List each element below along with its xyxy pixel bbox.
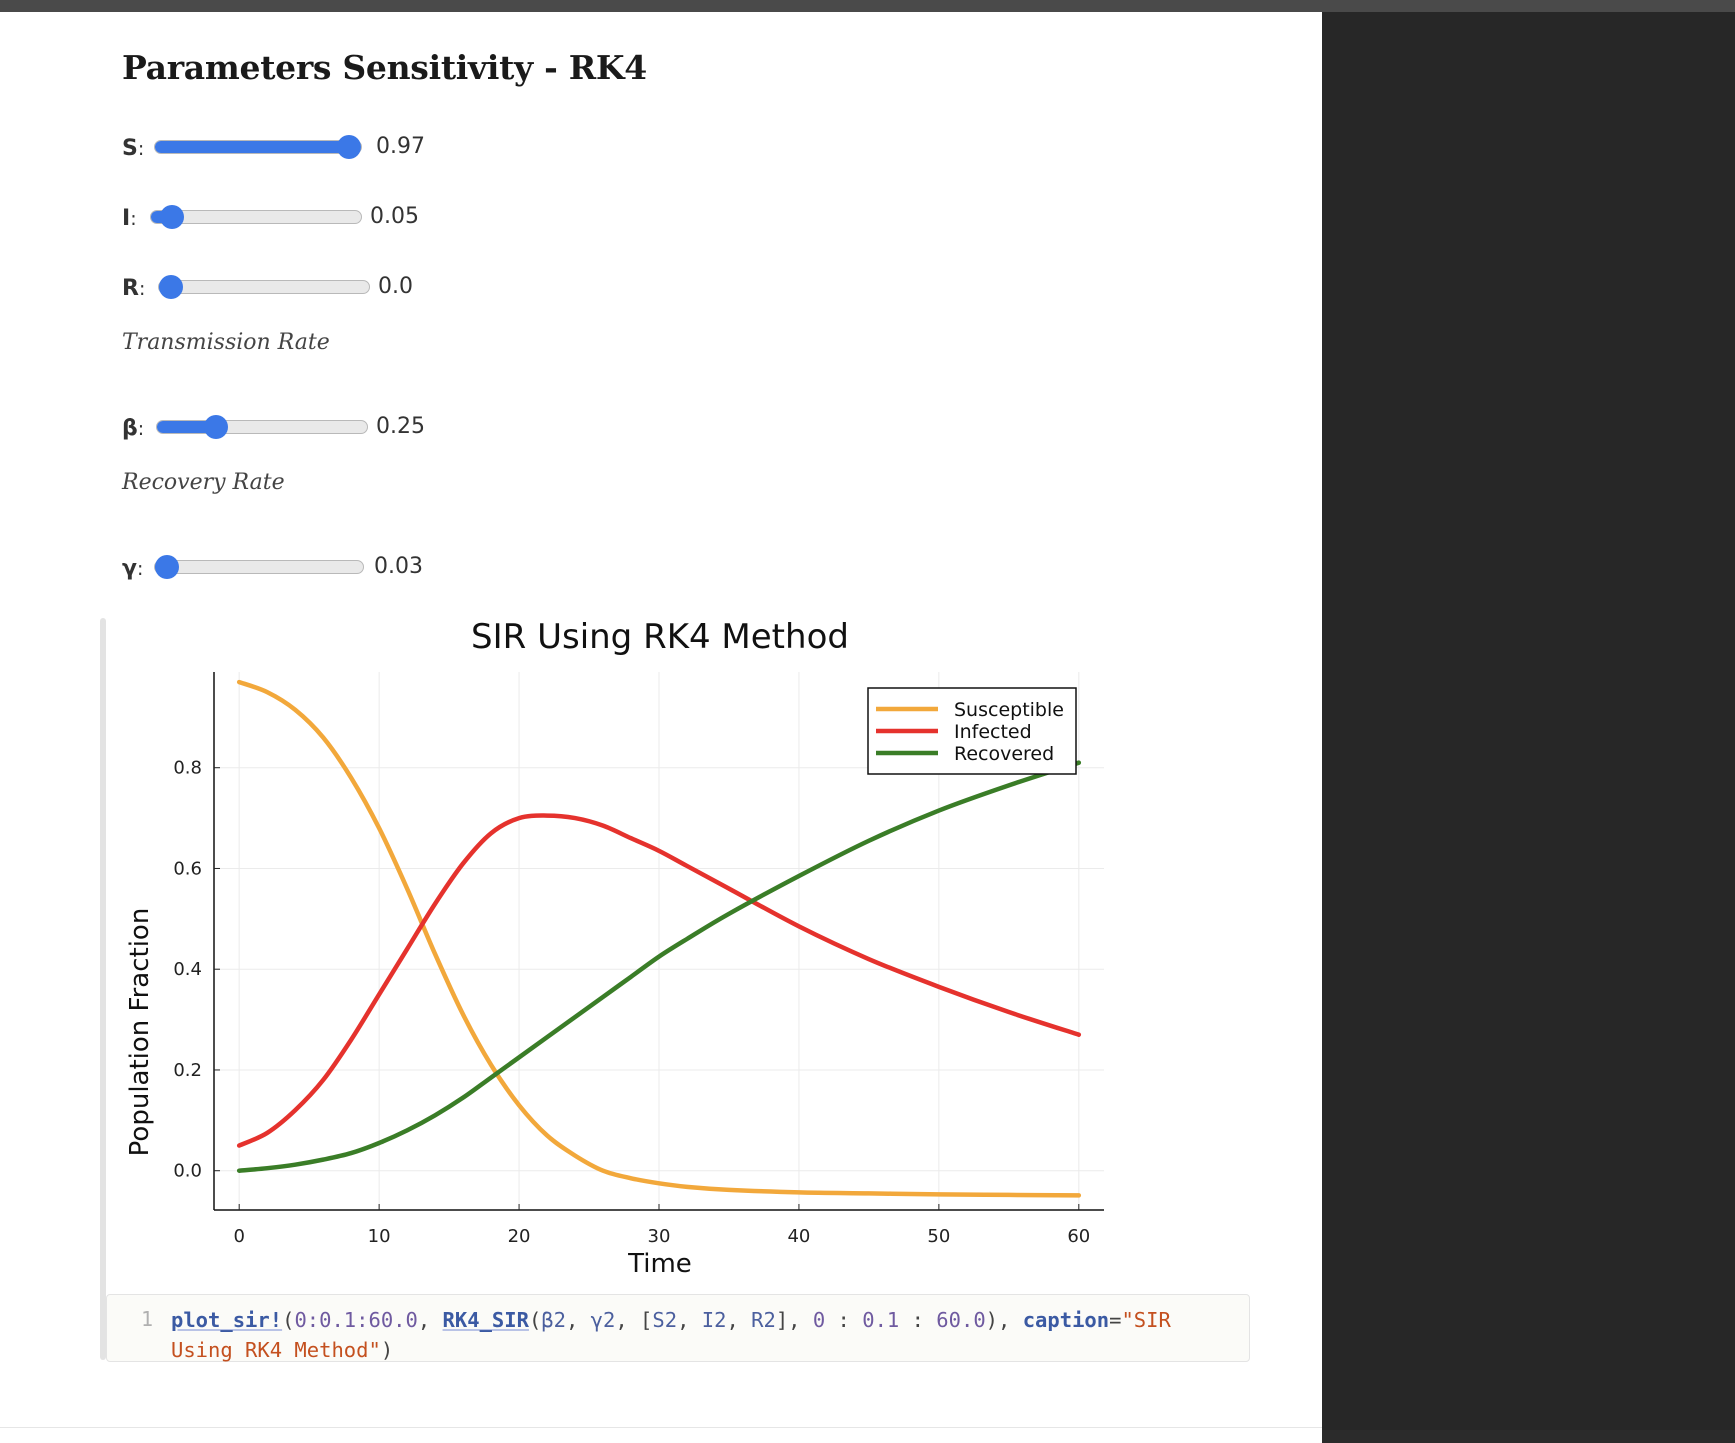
slider-label-r: R: bbox=[122, 276, 146, 301]
chart-title: SIR Using RK4 Method bbox=[471, 617, 849, 657]
susceptible-line bbox=[236, 679, 1082, 1198]
x-axis-label: Time bbox=[627, 1249, 692, 1279]
s-slider-fill bbox=[155, 141, 349, 153]
code-caption-2: Using RK4 Method" bbox=[171, 1338, 381, 1362]
gamma-value: 0.03 bbox=[374, 554, 423, 579]
x-tick-label: 10 bbox=[368, 1226, 391, 1247]
code-arg-beta: β2 bbox=[541, 1308, 566, 1332]
legend-label: Recovered bbox=[954, 743, 1054, 765]
x-tick-label: 30 bbox=[648, 1226, 671, 1247]
slider-label-s: S: bbox=[122, 136, 145, 161]
x-tick-label: 60 bbox=[1067, 1226, 1090, 1247]
i-slider-thumb[interactable] bbox=[160, 205, 185, 229]
code-text[interactable]: plot_sir!(0:0.1:60.0, RK4_SIR(β2, γ2, [S… bbox=[171, 1308, 1171, 1362]
s-value: 0.97 bbox=[376, 134, 425, 159]
x-tick-label: 20 bbox=[508, 1226, 531, 1247]
code-caption-1: "SIR bbox=[1121, 1308, 1171, 1332]
slider-label-beta: β: bbox=[122, 416, 145, 441]
x-tick-label: 0 bbox=[233, 1226, 244, 1247]
slider-label-i: I: bbox=[122, 206, 137, 231]
gamma-slider-thumb[interactable] bbox=[155, 555, 179, 579]
sir-chart: SIR Using RK4 Method 0 10 20 30 40 50 60 0.0 0.2… bbox=[125, 617, 1104, 1279]
chart-grid bbox=[214, 672, 1104, 1210]
y-tick-label: 0.0 bbox=[173, 1161, 202, 1182]
infected-line bbox=[236, 813, 1082, 1148]
y-tick-label: 0.4 bbox=[173, 959, 202, 980]
notebook-page: Parameters Sensitivity - RK4 S: 0.97 I: … bbox=[0, 12, 1322, 1443]
page-title: Parameters Sensitivity - RK4 bbox=[122, 48, 647, 87]
code-inner-fn: RK4_SIR bbox=[442, 1308, 529, 1332]
line-number: 1 bbox=[141, 1307, 154, 1331]
i-slider[interactable] bbox=[150, 205, 362, 229]
code-fn-name: plot_sir! bbox=[171, 1308, 283, 1332]
recovery-rate-label: Recovery Rate bbox=[122, 470, 285, 495]
chart-ticks: 0 10 20 30 40 50 60 0.0 0.2 0.4 0.6 0.8 bbox=[173, 758, 1090, 1247]
code-range2-end: 60.0 bbox=[936, 1308, 986, 1332]
beta-value: 0.25 bbox=[376, 414, 425, 439]
y-axis-label: Population Fraction bbox=[125, 908, 155, 1157]
code-vec-i: I2 bbox=[701, 1308, 727, 1332]
bottom-strip bbox=[0, 1427, 1322, 1443]
code-range2-start: 0 bbox=[812, 1308, 826, 1332]
x-tick-label: 50 bbox=[927, 1226, 950, 1247]
code-arg-gamma: γ2 bbox=[590, 1308, 616, 1332]
transmission-rate-label: Transmission Rate bbox=[122, 330, 330, 355]
beta-slider[interactable] bbox=[156, 415, 368, 439]
s-slider[interactable] bbox=[154, 135, 362, 159]
slider-label-gamma: γ: bbox=[122, 556, 144, 581]
code-kw: caption bbox=[1022, 1308, 1110, 1332]
r-slider[interactable] bbox=[158, 275, 370, 299]
recovered-line bbox=[236, 760, 1082, 1173]
code-range2-step: 0.1 bbox=[862, 1308, 900, 1332]
r-value: 0.0 bbox=[378, 274, 413, 299]
r-slider-thumb[interactable] bbox=[159, 275, 183, 299]
i-value: 0.05 bbox=[370, 204, 419, 229]
beta-slider-thumb[interactable] bbox=[203, 415, 228, 439]
gamma-slider[interactable] bbox=[154, 555, 364, 579]
right-side-panel bbox=[1322, 12, 1735, 1430]
code-range1: 0:0.1:60.0 bbox=[294, 1308, 418, 1332]
y-tick-label: 0.8 bbox=[173, 758, 202, 779]
legend-label: Susceptible bbox=[954, 699, 1064, 721]
window-top-bar bbox=[0, 0, 1735, 12]
y-tick-label: 0.6 bbox=[173, 858, 202, 879]
cell-output-bar bbox=[100, 618, 106, 1360]
y-tick-label: 0.2 bbox=[173, 1060, 202, 1081]
chart-series bbox=[236, 679, 1082, 1198]
beta-slider-fill bbox=[157, 421, 216, 433]
legend-label: Infected bbox=[954, 721, 1032, 743]
code-cell[interactable]: 1 plot_sir!(0:0.1:60.0, RK4_SIR(β2, γ2, … bbox=[106, 1294, 1250, 1362]
s-slider-thumb[interactable] bbox=[337, 135, 361, 159]
code-vec-r: R2 bbox=[751, 1308, 776, 1332]
x-tick-label: 40 bbox=[787, 1226, 810, 1247]
code-vec-s: S2 bbox=[652, 1308, 678, 1332]
